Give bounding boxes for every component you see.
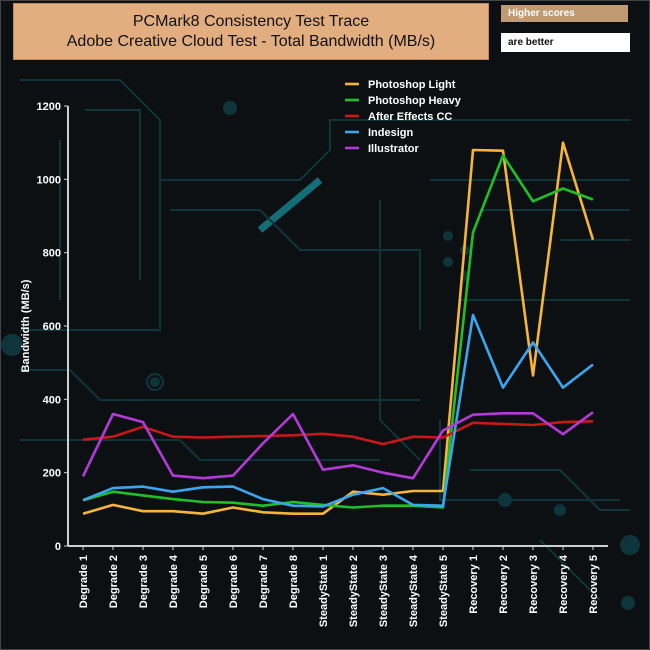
y-tick-label: 0 [55,541,61,553]
legend-label: Illustrator [368,143,419,155]
x-tick-label: Degrade 7 [258,555,270,608]
series-line-1 [82,154,594,509]
y-tick-label: 1000 [37,174,61,186]
x-tick-label: SteadyState 4 [408,554,420,627]
chart-subtitle: Adobe Creative Cloud Test - Total Bandwi… [66,33,436,50]
x-tick-label: Degrade 1 [78,555,90,608]
y-tick-label: 600 [43,321,61,333]
x-tick-label: Recovery 2 [498,555,510,614]
y-tick-label: 800 [43,248,61,260]
series-line-0 [82,141,595,516]
y-axis-title: Bandwidth (MB/s) [20,279,32,372]
x-tick-label: SteadyState 5 [438,555,450,627]
x-tick-label: Degrade 6 [228,555,240,608]
legend-label: Indesign [368,127,414,139]
x-tick-label: Recovery 1 [468,555,480,614]
chart-title-box: PCMark8 Consistency Test Trace Adobe Cre… [13,3,489,60]
legend-label: Photoshop Heavy [368,95,462,107]
legend-label: Photoshop Light [368,79,456,91]
are-better-badge: are better [501,33,630,52]
x-tick-label: SteadyState 2 [348,555,360,627]
legend-label: After Effects CC [368,111,452,123]
x-tick-label: SteadyState 1 [318,555,330,627]
y-tick-label: 400 [43,394,61,406]
y-tick-label: 200 [43,468,61,480]
x-tick-label: Recovery 4 [558,554,570,614]
circuit-background [1,79,640,610]
x-tick-label: Degrade 3 [138,555,150,608]
series-line-3 [82,313,594,508]
series-line-4 [81,411,594,480]
x-tick-label: Recovery 5 [588,555,600,614]
x-tick-label: Degrade 5 [198,555,210,608]
chart-legend: Photoshop Light Photoshop Heavy After Eff… [345,79,462,155]
x-tick-label: Recovery 3 [528,555,540,614]
x-tick-label: Degrade 2 [108,555,120,608]
higher-scores-badge: Higher scores [501,5,628,22]
x-tick-label: Degrade 4 [168,554,180,608]
y-tick-label: 1200 [37,101,61,113]
x-tick-label: Degrade 8 [288,555,300,608]
series-line-2 [82,420,594,446]
x-tick-label: SteadyState 3 [378,555,390,627]
chart-axes: 0 200 400 600 800 1000 1200 Degrade 1 Degrade 2 D… [20,101,608,627]
chart-title: PCMark8 Consistency Test Trace [132,13,370,30]
series-layer [81,141,595,516]
